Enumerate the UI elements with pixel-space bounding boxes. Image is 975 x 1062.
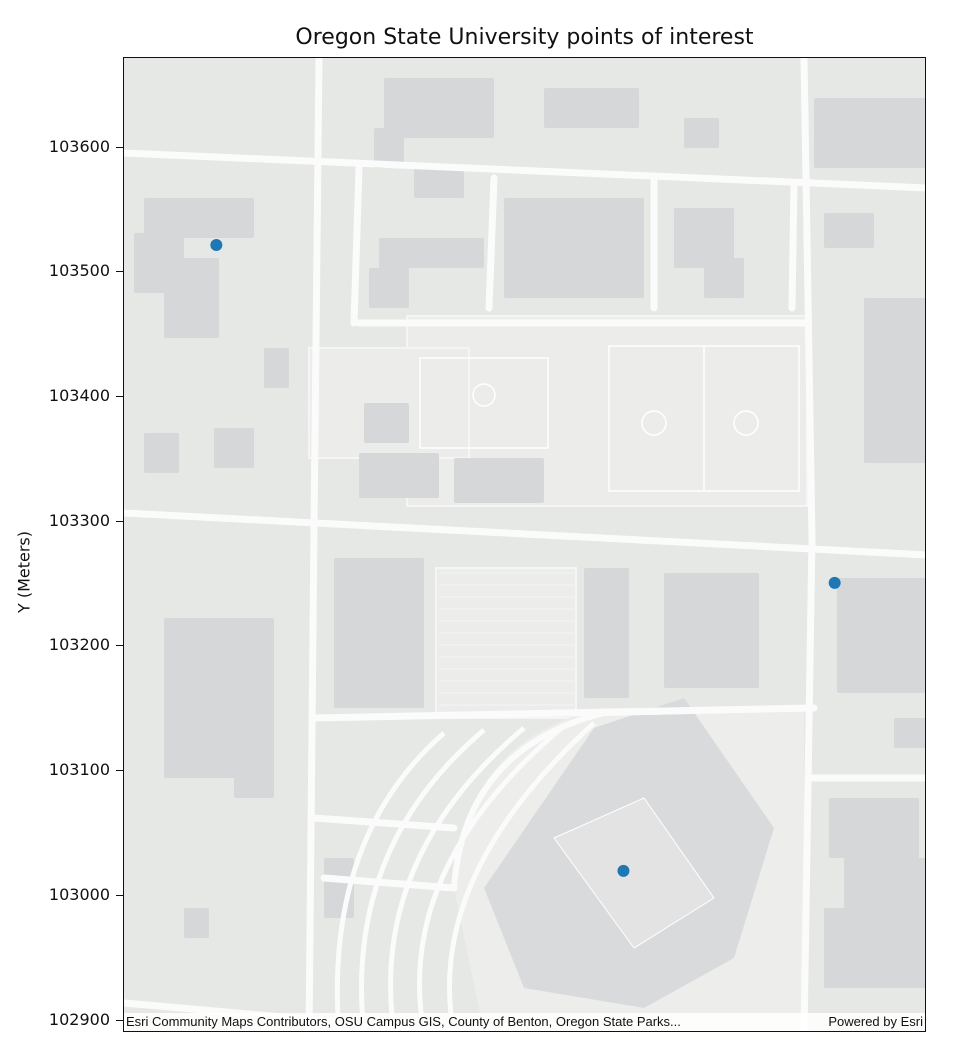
point-of-interest-marker bbox=[828, 576, 841, 589]
building bbox=[384, 78, 494, 138]
sports-field bbox=[435, 567, 577, 719]
road bbox=[485, 174, 498, 312]
curved-road bbox=[417, 724, 566, 1031]
building bbox=[204, 678, 264, 778]
pitch-lines bbox=[419, 357, 549, 449]
basemap[interactable] bbox=[124, 58, 926, 1032]
building bbox=[144, 433, 179, 473]
y-tick-label: 103100 bbox=[48, 760, 110, 780]
map-attribution: Esri Community Maps Contributors, OSU Ca… bbox=[124, 1013, 925, 1031]
stadium-field bbox=[553, 797, 715, 949]
point-of-interest-marker bbox=[210, 239, 223, 252]
building bbox=[369, 268, 409, 308]
building bbox=[824, 908, 925, 988]
y-tick-mark bbox=[116, 271, 123, 272]
building bbox=[164, 258, 219, 338]
building bbox=[864, 298, 925, 463]
road bbox=[788, 179, 798, 312]
y-tick-label: 103500 bbox=[48, 261, 110, 281]
powered-by-esri[interactable]: Powered by Esri bbox=[828, 1014, 923, 1029]
road bbox=[800, 534, 816, 1031]
road bbox=[800, 58, 816, 542]
building bbox=[214, 428, 254, 468]
building bbox=[264, 348, 289, 388]
point-of-interest-marker bbox=[617, 864, 630, 877]
building bbox=[824, 213, 874, 248]
building bbox=[454, 458, 544, 503]
building bbox=[829, 798, 919, 858]
building bbox=[664, 573, 759, 688]
building bbox=[894, 718, 925, 748]
y-tick-label: 103300 bbox=[48, 510, 110, 530]
building bbox=[814, 98, 925, 168]
y-tick-mark bbox=[116, 147, 123, 148]
curved-road bbox=[334, 731, 446, 1031]
building bbox=[144, 198, 254, 238]
y-tick-mark bbox=[116, 521, 123, 522]
building bbox=[364, 403, 409, 443]
curved-road bbox=[447, 721, 596, 1031]
y-tick-mark bbox=[116, 895, 123, 896]
page-title: Oregon State University points of intere… bbox=[295, 25, 754, 50]
pitch-lines bbox=[641, 410, 667, 436]
points-layer bbox=[210, 239, 841, 877]
y-tick-mark bbox=[116, 770, 123, 771]
road bbox=[320, 874, 458, 892]
building bbox=[584, 568, 629, 698]
road bbox=[305, 524, 318, 1031]
curved-road bbox=[388, 726, 526, 1031]
building bbox=[844, 858, 925, 918]
building bbox=[184, 908, 209, 938]
building bbox=[504, 198, 644, 298]
attribution-text: Esri Community Maps Contributors, OSU Ca… bbox=[126, 1014, 681, 1029]
road bbox=[124, 509, 925, 559]
y-tick-label: 103400 bbox=[48, 386, 110, 406]
map-frame[interactable]: Esri Community Maps Contributors, OSU Ca… bbox=[123, 57, 926, 1032]
building bbox=[704, 258, 744, 298]
road bbox=[350, 164, 363, 327]
y-tick-mark bbox=[116, 645, 123, 646]
building bbox=[234, 758, 274, 798]
building bbox=[374, 128, 404, 168]
building bbox=[334, 558, 424, 708]
y-tick-label: 103000 bbox=[48, 884, 110, 904]
road bbox=[310, 814, 458, 832]
building bbox=[674, 208, 734, 268]
stadium-ring-road bbox=[451, 705, 815, 889]
building bbox=[544, 88, 639, 128]
building bbox=[244, 618, 274, 678]
building bbox=[684, 118, 719, 148]
y-tick-mark bbox=[116, 396, 123, 397]
building bbox=[837, 578, 925, 693]
y-tick-label: 103600 bbox=[48, 136, 110, 156]
curved-road bbox=[359, 728, 486, 1031]
building bbox=[414, 168, 464, 198]
road bbox=[310, 58, 323, 532]
pitch-lines bbox=[733, 410, 759, 436]
basemap-buildings bbox=[134, 78, 925, 1008]
basemap-roads bbox=[124, 58, 925, 1031]
building bbox=[359, 453, 439, 498]
pitch-lines bbox=[472, 383, 496, 407]
building bbox=[379, 238, 484, 268]
y-axis-label: Y (Meters) bbox=[14, 530, 34, 614]
y-tick-mark bbox=[116, 1020, 123, 1021]
y-tick-label: 103200 bbox=[48, 635, 110, 655]
y-tick-label: 102900 bbox=[48, 1009, 110, 1029]
